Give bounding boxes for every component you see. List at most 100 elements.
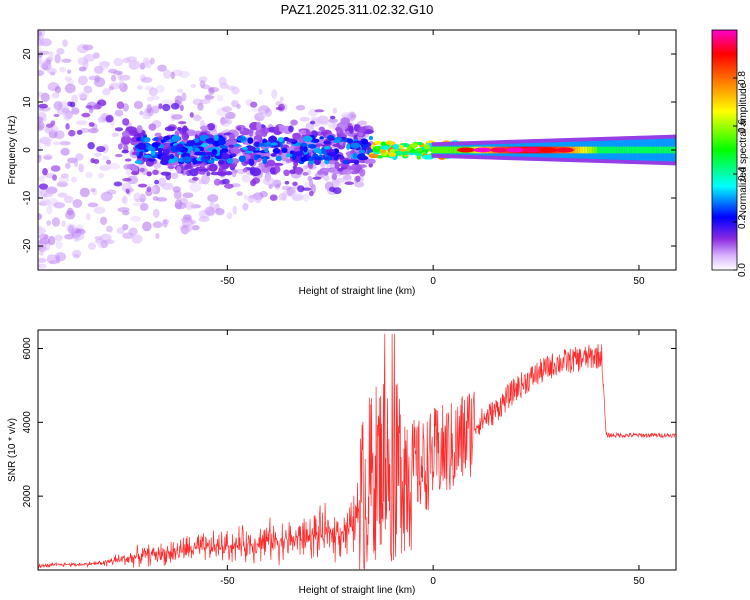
heatmap-cell	[309, 120, 316, 125]
heatmap-cell	[422, 154, 432, 160]
heatmap-cell	[317, 170, 324, 175]
heatmap-cell	[254, 141, 260, 147]
heatmap-cell	[280, 152, 288, 162]
heatmap-cell	[205, 138, 215, 144]
heatmap-cell	[423, 143, 430, 150]
heatmap-cell	[102, 88, 111, 96]
heatmap-cell	[313, 158, 322, 166]
heatmap-cell	[67, 69, 72, 74]
heatmap-cell	[134, 160, 143, 165]
heatmap-cell	[373, 146, 381, 150]
heatmap-cell	[63, 110, 72, 121]
colorbar-label: Normalized spectral amplitude	[738, 82, 749, 217]
heatmap-cell	[185, 201, 195, 210]
heatmap-cell	[636, 146, 640, 154]
heatmap-cell	[346, 138, 354, 144]
heatmap-cell	[71, 94, 78, 104]
heatmap-cell	[190, 140, 196, 146]
heatmap-cell	[236, 104, 241, 109]
heatmap-cell	[587, 146, 591, 154]
top-axes: -50 0 50 -20 -10 0 10 20	[22, 30, 676, 287]
heatmap-cell	[278, 192, 287, 201]
heatmap-cell	[182, 219, 194, 227]
heatmap-cell	[415, 147, 423, 152]
spectrogram-heatmap	[38, 30, 676, 269]
heatmap-cell	[232, 205, 237, 215]
heatmap-cell	[176, 88, 184, 93]
heatmap-cell	[309, 190, 314, 197]
heatmap-cell	[579, 146, 584, 154]
heatmap-cell	[358, 126, 367, 133]
heatmap-cell	[262, 177, 275, 186]
heatmap-cell	[59, 66, 66, 73]
heatmap-cell	[110, 74, 117, 82]
heatmap-cell	[101, 155, 110, 161]
heatmap-cell	[38, 30, 43, 36]
heatmap-cell	[293, 150, 304, 157]
heatmap-cell	[236, 191, 243, 196]
heatmap-cell	[295, 104, 306, 111]
heatmap-cell	[203, 156, 209, 160]
heatmap-cell	[346, 143, 351, 150]
heatmap-cell	[181, 132, 190, 141]
heatmap-cell	[328, 118, 338, 123]
heatmap-cell	[249, 101, 258, 108]
heatmap-cell	[85, 213, 91, 221]
heatmap-cell	[117, 207, 130, 213]
heatmap-cell	[197, 102, 204, 111]
heatmap-cell	[198, 171, 206, 175]
top-y-tick-label: -20	[22, 238, 33, 253]
heatmap-cell	[50, 120, 56, 126]
heatmap-cell	[226, 212, 233, 220]
heatmap-cell	[242, 203, 249, 211]
heatmap-cell	[141, 76, 153, 83]
heatmap-cell	[76, 129, 83, 135]
heatmap-cell	[96, 145, 106, 153]
heatmap-cell	[38, 155, 42, 163]
heatmap-cell	[199, 80, 206, 89]
heatmap-cell	[93, 65, 104, 74]
heatmap-cell	[48, 50, 54, 61]
heatmap-cell	[54, 53, 61, 64]
heatmap-cell	[156, 197, 168, 202]
heatmap-cell	[131, 234, 143, 244]
heatmap-cell	[222, 122, 230, 127]
heatmap-cell	[606, 146, 611, 154]
heatmap-cell	[193, 114, 201, 122]
chart-title: PAZ1.2025.311.02.32.G10	[281, 2, 434, 17]
heatmap-cell	[64, 83, 76, 94]
heatmap-cell	[242, 168, 248, 173]
heatmap-cell	[374, 140, 382, 145]
heatmap-cell	[410, 143, 419, 148]
heatmap-cell	[151, 142, 159, 148]
bottom-y-tick-label: 6000	[22, 337, 33, 360]
heatmap-cell	[206, 171, 211, 177]
heatmap-cell	[152, 169, 159, 176]
heatmap-cell	[323, 156, 333, 161]
heatmap-cell	[611, 146, 616, 154]
heatmap-cell	[368, 153, 379, 159]
heatmap-cell	[308, 144, 317, 149]
heatmap-cell	[666, 146, 670, 154]
heatmap-cell	[358, 149, 366, 154]
heatmap-cell	[90, 187, 96, 193]
heatmap-cell	[331, 173, 338, 181]
heatmap-cell	[217, 160, 225, 165]
heatmap-cell	[631, 146, 635, 154]
heatmap-cell	[277, 136, 284, 143]
heatmap-cell	[402, 150, 409, 156]
heatmap-cell	[171, 114, 183, 120]
heatmap-cell	[64, 76, 72, 82]
heatmap-cell	[160, 139, 166, 143]
heatmap-cell	[246, 146, 257, 152]
heatmap-cell	[220, 117, 229, 124]
heatmap-cell	[281, 147, 288, 153]
heatmap-cell	[272, 147, 281, 154]
heatmap-cell	[146, 186, 152, 193]
heatmap-cell	[156, 147, 164, 152]
heatmap-cell	[147, 158, 156, 162]
heatmap-cell	[406, 145, 412, 152]
heatmap-cell	[117, 143, 123, 150]
heatmap-cell	[355, 175, 361, 183]
heatmap-cell	[490, 147, 509, 153]
